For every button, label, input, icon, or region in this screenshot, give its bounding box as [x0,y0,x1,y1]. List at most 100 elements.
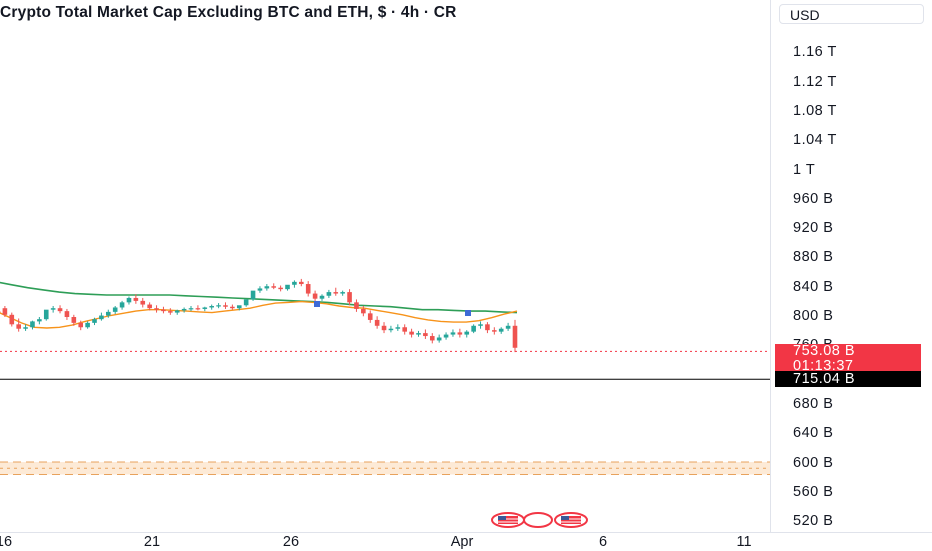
price-tick-label: 520 B [793,513,833,529]
candle-body [196,308,201,309]
candle-body [72,317,77,323]
candle [209,305,214,310]
event-flag-icon[interactable] [555,513,587,527]
candle-body [444,335,449,338]
price-tick-label: 680 B [793,396,833,412]
price-tick-label: 1.08 T [793,103,837,119]
candle-body [499,329,504,332]
candle [189,306,194,311]
cross-marker-icon [465,310,471,316]
candle [396,324,401,331]
ma-slow-line [0,282,517,313]
candle-body [147,305,152,309]
candle-body [99,316,104,320]
candle [437,335,442,343]
time-axis[interactable]: 162126Apr611 [0,532,932,551]
candlestick-chart[interactable] [0,0,770,532]
price-tick-label: 560 B [793,484,833,500]
candle-body [106,312,111,316]
candle [485,322,490,333]
candle-body [251,291,256,300]
candle [196,305,201,310]
candle-body [354,302,359,309]
time-tick-label: 21 [144,534,160,550]
price-tick-label: 640 B [793,425,833,441]
time-tick-label: 6 [599,534,607,550]
candle [402,324,407,334]
candle-body [437,338,442,341]
candle [464,330,469,337]
support-zone [0,462,770,474]
candle [203,307,208,311]
candle-body [230,307,235,308]
candle [278,286,283,292]
event-markers[interactable] [314,301,587,527]
candle [409,329,414,338]
candle [9,313,14,327]
candle-body [244,299,249,305]
candle [492,327,497,334]
event-flag-icon[interactable] [524,513,552,527]
candle-body [513,326,518,348]
time-tick-label: 26 [283,534,299,550]
ma-fast-path [0,302,517,328]
candle-body [320,296,325,299]
candle [168,308,173,315]
candle-body [65,311,70,317]
candle [430,333,435,343]
time-tick-label: 16 [0,534,12,550]
candle-body [85,323,90,327]
candle-body [265,286,270,288]
event-flag-icon[interactable] [492,513,524,527]
candle [65,309,70,320]
candle [347,289,352,305]
horizontal-line-label: 715.04 B [775,371,921,387]
last-price-value: 753.08 B [793,344,921,359]
currency-button[interactable]: USD [779,4,924,24]
candle [382,322,387,333]
ma-slow-path [0,282,517,313]
horizontal-line-value: 715.04 B [793,371,855,387]
chart-title: Crypto Total Market Cap Excluding BTC an… [0,4,770,22]
candle-body [423,333,428,336]
candle [216,303,221,308]
candle [120,301,125,310]
cross-marker-square [465,310,471,316]
candle-body [506,326,511,329]
candle-body [458,332,463,334]
price-tick-label: 1.04 T [793,132,837,148]
candle [506,323,511,331]
candle-body [78,323,83,327]
candle [140,298,145,308]
candle-body [223,305,228,306]
candle-body [113,307,118,311]
candle-body [58,308,63,311]
chart-pane[interactable]: Crypto Total Market Cap Excluding BTC an… [0,0,770,532]
candle [327,290,332,298]
candle [458,329,463,338]
candle-body [471,326,476,332]
price-tick-label: 960 B [793,191,833,207]
price-tick-label: 600 B [793,455,833,471]
candle [37,317,42,324]
candle [127,296,132,304]
candle [230,305,235,310]
candle [161,307,166,314]
candle [478,321,483,328]
price-tick-label: 1.16 T [793,44,837,60]
price-tick-label: 920 B [793,220,833,236]
cross-marker-icon [314,301,320,307]
candle-body [175,310,180,312]
candle-body [416,333,421,334]
candle-body [389,329,394,330]
candle-body [51,308,56,309]
price-tick-label: 800 B [793,308,833,324]
candle-body [127,298,132,302]
candle-body [161,310,166,311]
candle [113,306,118,314]
time-tick-label: Apr [451,534,474,550]
candle [313,291,318,302]
candle [251,291,256,301]
candle [513,320,518,352]
